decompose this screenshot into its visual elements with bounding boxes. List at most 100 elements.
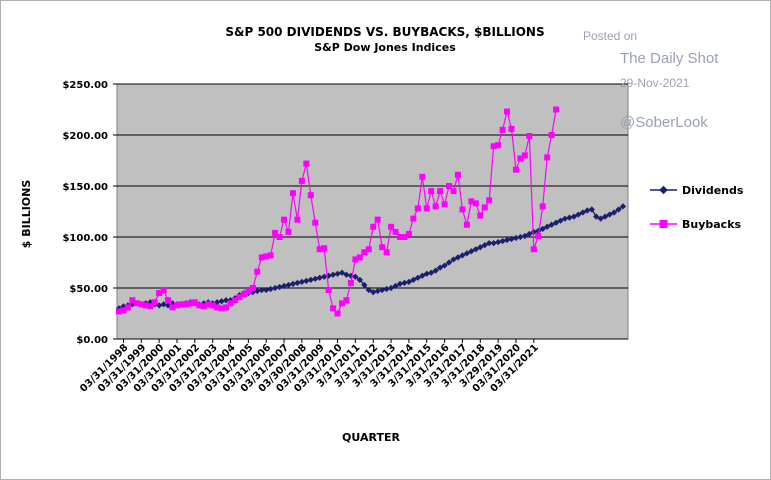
buybacks-point <box>553 106 560 113</box>
dividends-point <box>276 283 283 291</box>
dividends-point <box>334 270 341 277</box>
y-axis-ticks: $0.00 $50.00 $100.00 $150.00 $200.00 $250.00 <box>62 80 117 346</box>
y-axis-label: $ BILLIONS <box>20 180 33 249</box>
buybacks-point <box>182 301 189 308</box>
buybacks-point <box>205 301 212 308</box>
buybacks-point <box>454 171 461 178</box>
buybacks-point <box>437 188 444 195</box>
buybacks-point <box>334 310 341 317</box>
buybacks-point <box>218 305 225 312</box>
buybacks-point <box>410 215 417 222</box>
dividends-point <box>294 279 301 287</box>
watermark-handle: @SoberLook <box>620 114 708 131</box>
buybacks-point <box>450 188 457 195</box>
buybacks-point <box>535 232 542 239</box>
buybacks-point <box>459 206 466 213</box>
buybacks-point <box>151 299 158 306</box>
buybacks-point <box>463 221 470 228</box>
buybacks-point <box>441 201 448 208</box>
buybacks-point <box>356 254 363 261</box>
buybacks-point <box>365 246 372 253</box>
dividends-point <box>423 270 430 277</box>
dividends-point <box>579 209 586 216</box>
buybacks-point <box>352 256 359 263</box>
watermark-date: 29-Nov-2021 <box>620 76 690 90</box>
dividends-point <box>396 280 404 288</box>
buybacks-point <box>432 203 439 210</box>
dividends-point <box>263 286 270 294</box>
dividends-point <box>321 273 328 280</box>
buybacks-point <box>138 301 145 308</box>
dividends-point <box>410 276 417 283</box>
buybacks-point <box>169 304 176 311</box>
buybacks-point <box>321 245 328 252</box>
chart-title: S&P 500 DIVIDENDS VS. BUYBACKS, $BILLION… <box>225 25 544 39</box>
buybacks-point <box>481 204 488 211</box>
buybacks-point <box>495 142 502 149</box>
dividends-point <box>472 246 479 253</box>
buybacks-point <box>405 230 412 237</box>
buybacks-point <box>258 254 265 261</box>
buybacks-point <box>446 183 453 189</box>
dividends-point <box>392 282 399 290</box>
buybacks-point <box>499 126 506 133</box>
buybacks-point <box>548 132 555 138</box>
buybacks-point <box>178 301 185 308</box>
dividends-point <box>370 288 377 296</box>
buybacks-point <box>276 234 283 240</box>
buybacks-point <box>124 304 131 311</box>
buybacks-point <box>325 287 332 294</box>
buybacks-point <box>223 304 230 311</box>
buybacks-point <box>249 285 256 291</box>
buybacks-point <box>129 297 136 304</box>
buybacks-point <box>227 300 234 307</box>
buybacks-point <box>231 297 238 304</box>
dividends-point <box>383 285 390 293</box>
gridlines <box>117 83 628 289</box>
buybacks-point <box>281 216 288 223</box>
buybacks-point <box>263 253 270 260</box>
buybacks-point <box>490 143 497 150</box>
buybacks-point <box>428 188 435 195</box>
buybacks-point <box>472 200 479 207</box>
buybacks-point <box>196 302 203 309</box>
buybacks-point <box>530 246 537 253</box>
buybacks-point <box>419 173 426 180</box>
buybacks-point <box>512 166 519 173</box>
legend-dividends-label: Dividends <box>682 184 744 197</box>
dividends-point <box>258 286 265 294</box>
y-tick-label: $50.00 <box>69 284 108 295</box>
buybacks-point <box>347 279 354 286</box>
buybacks-point <box>379 244 386 251</box>
dividends-point <box>570 213 578 220</box>
dividends-point <box>615 206 622 213</box>
buybacks-point <box>209 302 216 309</box>
dividends-point <box>356 276 363 283</box>
buybacks-point <box>388 223 395 230</box>
buybacks-point <box>316 246 323 253</box>
buybacks-point <box>165 297 172 304</box>
buybacks-point <box>539 203 546 210</box>
dividends-point <box>450 256 457 263</box>
dividends-point <box>428 269 435 276</box>
dividends-point <box>280 282 288 290</box>
plot-background <box>116 83 629 340</box>
buybacks-point <box>245 288 252 295</box>
buybacks-point <box>396 234 403 240</box>
buybacks-point <box>160 287 167 294</box>
y-tick-label: $200.00 <box>62 131 108 142</box>
buybacks-point <box>401 234 408 240</box>
buybacks-point <box>267 252 274 259</box>
buybacks-point <box>477 212 484 219</box>
buybacks-point <box>254 268 261 275</box>
buybacks-point <box>508 125 515 132</box>
watermark: Posted on The Daily Shot 29-Nov-2021 @So… <box>583 29 719 131</box>
buybacks-point <box>303 160 310 167</box>
x-axis-ticks: 03/31/199803/31/199903/31/200003/31/2001… <box>78 338 628 395</box>
chart-subtitle: S&P Dow Jones Indices <box>314 41 456 54</box>
dividends-point <box>602 213 609 220</box>
dividends-point <box>441 262 448 269</box>
buybacks-point <box>504 108 511 115</box>
x-axis-label: QUARTER <box>342 431 400 444</box>
